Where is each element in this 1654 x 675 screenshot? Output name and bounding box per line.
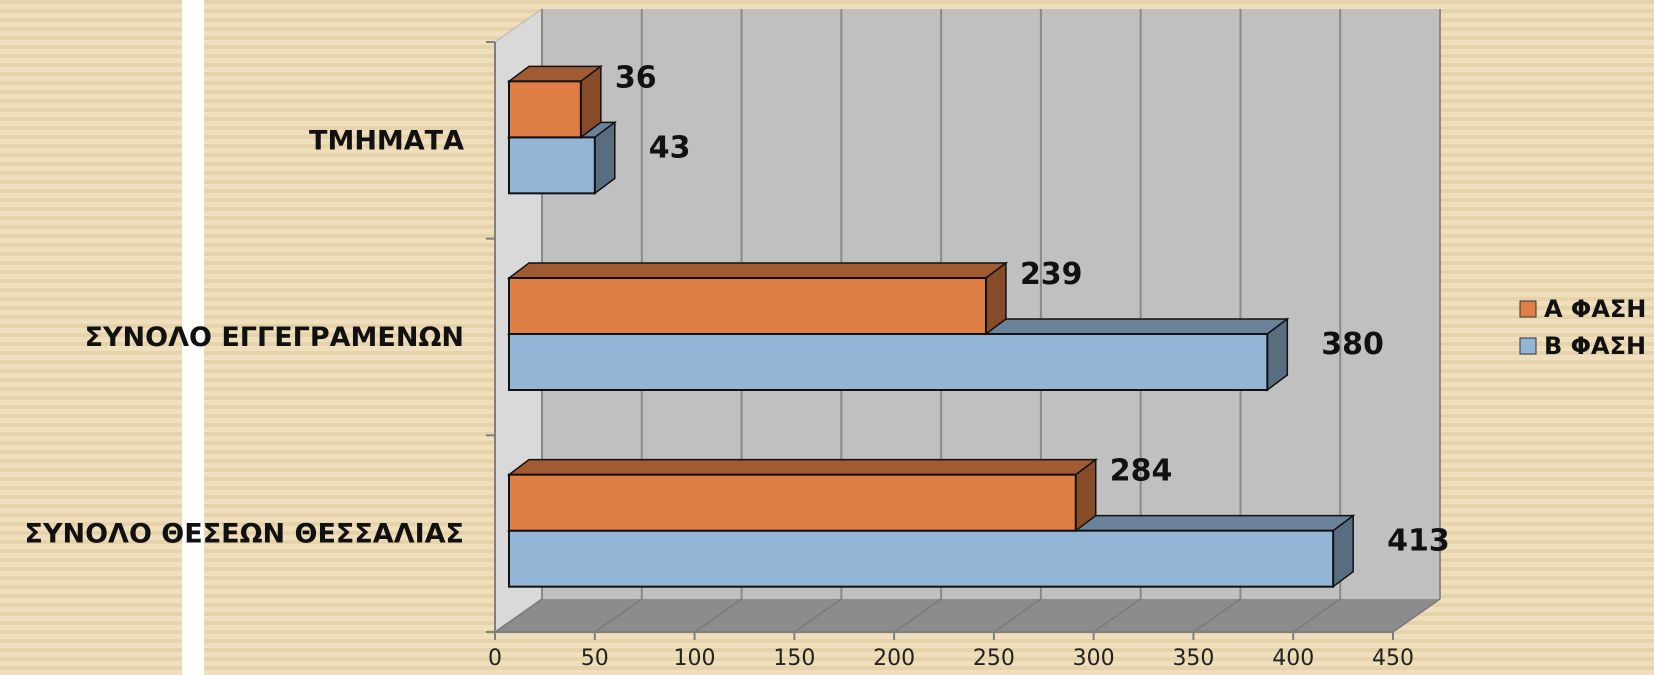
floor-gridline — [694, 598, 742, 633]
legend-label: Α ΦΑΣΗ — [1544, 295, 1646, 323]
legend-item: Α ΦΑΣΗ — [1519, 295, 1646, 323]
value-label: 284 — [1110, 454, 1173, 489]
bar — [506, 458, 1098, 533]
legend-swatch — [1519, 300, 1537, 318]
value-label: 36 — [615, 60, 657, 95]
floor-gridline — [793, 598, 842, 633]
floor-gridline — [993, 598, 1042, 633]
x-tick-label: 200 — [873, 646, 915, 671]
bars — [506, 64, 1356, 589]
floor-gridline — [1093, 598, 1142, 633]
x-tick-label: 50 — [581, 646, 609, 671]
bar-front — [508, 473, 1077, 532]
floor-gridline — [893, 598, 942, 633]
value-label: 413 — [1387, 524, 1450, 559]
category-label: ΣΥΝΟΛΟ ΘΕΣΕΩΝ ΘΕΣΣΑΛΙΑΣ — [25, 519, 465, 550]
floor-gridline — [494, 598, 543, 633]
floor-gridline — [1392, 598, 1441, 633]
value-label: 239 — [1020, 257, 1083, 292]
legend: Α ΦΑΣΗ Β ΦΑΣΗ — [1519, 295, 1646, 360]
category-label: ΤΜΗΜΑΤΑ — [309, 125, 464, 156]
x-tick-label: 100 — [674, 646, 716, 671]
legend-label: Β ΦΑΣΗ — [1544, 332, 1646, 360]
bar-front — [508, 136, 596, 195]
legend-item: Β ΦΑΣΗ — [1519, 332, 1646, 360]
bar-front — [508, 529, 1335, 588]
x-tick-label: 0 — [488, 646, 502, 671]
floor-gridline — [1292, 598, 1341, 633]
bar-front — [508, 80, 582, 139]
floor-gridline — [1193, 598, 1241, 633]
value-label: 43 — [649, 130, 691, 165]
x-tick-label: 150 — [773, 646, 815, 671]
bar — [506, 261, 1009, 336]
bar-front — [508, 333, 1269, 391]
bar-top — [506, 262, 1009, 279]
x-tick-label: 400 — [1272, 646, 1314, 671]
x-tick-label: 300 — [1073, 646, 1115, 671]
x-tick-label: 350 — [1172, 646, 1214, 671]
category-label: ΣΥΝΟΛΟ ΕΓΓΕΓΡΑΜΕΝΩΝ — [85, 322, 464, 353]
labels: 0 50 100 150 200 250 300 350 400 450 ΣΥΝΟΛΟ ΘΕΣΕΩΝ… — [25, 60, 1450, 671]
bar-top — [506, 458, 1098, 476]
decorative-stripe — [182, 0, 204, 675]
x-tick-label: 450 — [1372, 646, 1414, 671]
axis — [486, 41, 1394, 640]
bar — [506, 64, 604, 139]
floor-gridline — [594, 598, 643, 633]
x-tick-label: 250 — [973, 646, 1015, 671]
floor — [495, 599, 1440, 632]
value-label: 380 — [1321, 327, 1384, 362]
bar-front — [508, 277, 987, 335]
legend-swatch — [1519, 337, 1537, 355]
